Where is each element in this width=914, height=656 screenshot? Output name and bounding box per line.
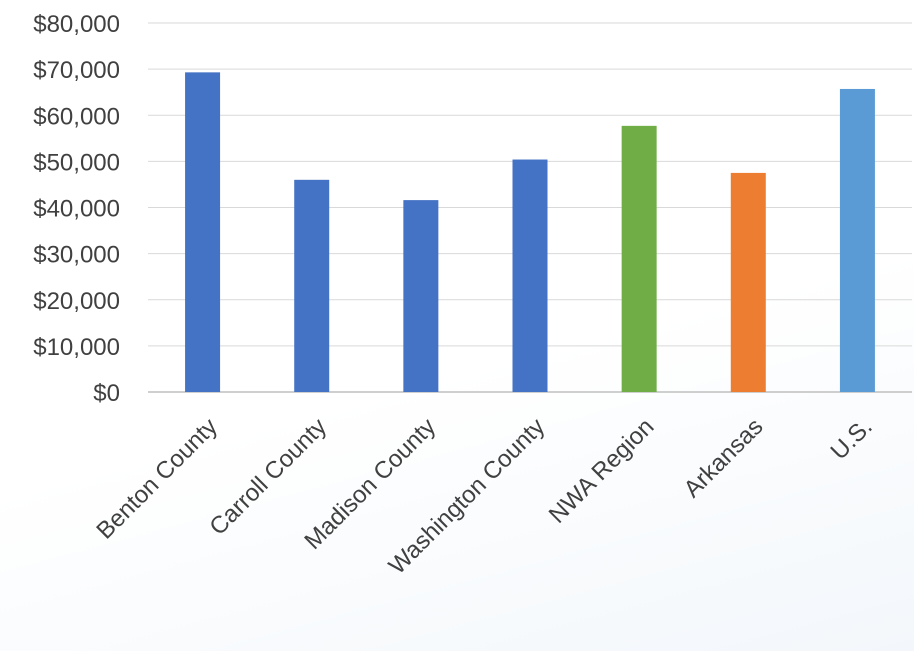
- bar-u-s: [839, 88, 875, 393]
- bar-benton-county: [185, 72, 221, 392]
- bar-arkansas: [730, 172, 766, 392]
- y-tick-label: $70,000: [33, 57, 120, 84]
- y-tick-label: $80,000: [33, 11, 120, 38]
- y-axis-tick-labels: $0 $10,000 $20,000 $30,000 $40,000 $50,000 $60…: [33, 11, 120, 407]
- bar-nwa-region: [621, 125, 657, 392]
- bar-madison-county: [403, 200, 439, 392]
- x-category-label: U.S.: [826, 413, 878, 465]
- y-tick-label: $60,000: [33, 103, 120, 130]
- x-category-label: NWA Region: [544, 413, 660, 529]
- y-tick-label: $40,000: [33, 196, 120, 223]
- bar-washington-county: [512, 159, 548, 392]
- x-category-label: Arkansas: [679, 413, 769, 503]
- bars: [185, 72, 875, 393]
- y-tick-label: $50,000: [33, 149, 120, 176]
- y-tick-label: $10,000: [33, 334, 120, 361]
- y-tick-label: $20,000: [33, 288, 120, 315]
- y-tick-label: $30,000: [33, 242, 120, 269]
- y-tick-label: $0: [93, 380, 120, 407]
- x-category-label: Benton County: [91, 413, 222, 544]
- bar-carroll-county: [294, 179, 330, 392]
